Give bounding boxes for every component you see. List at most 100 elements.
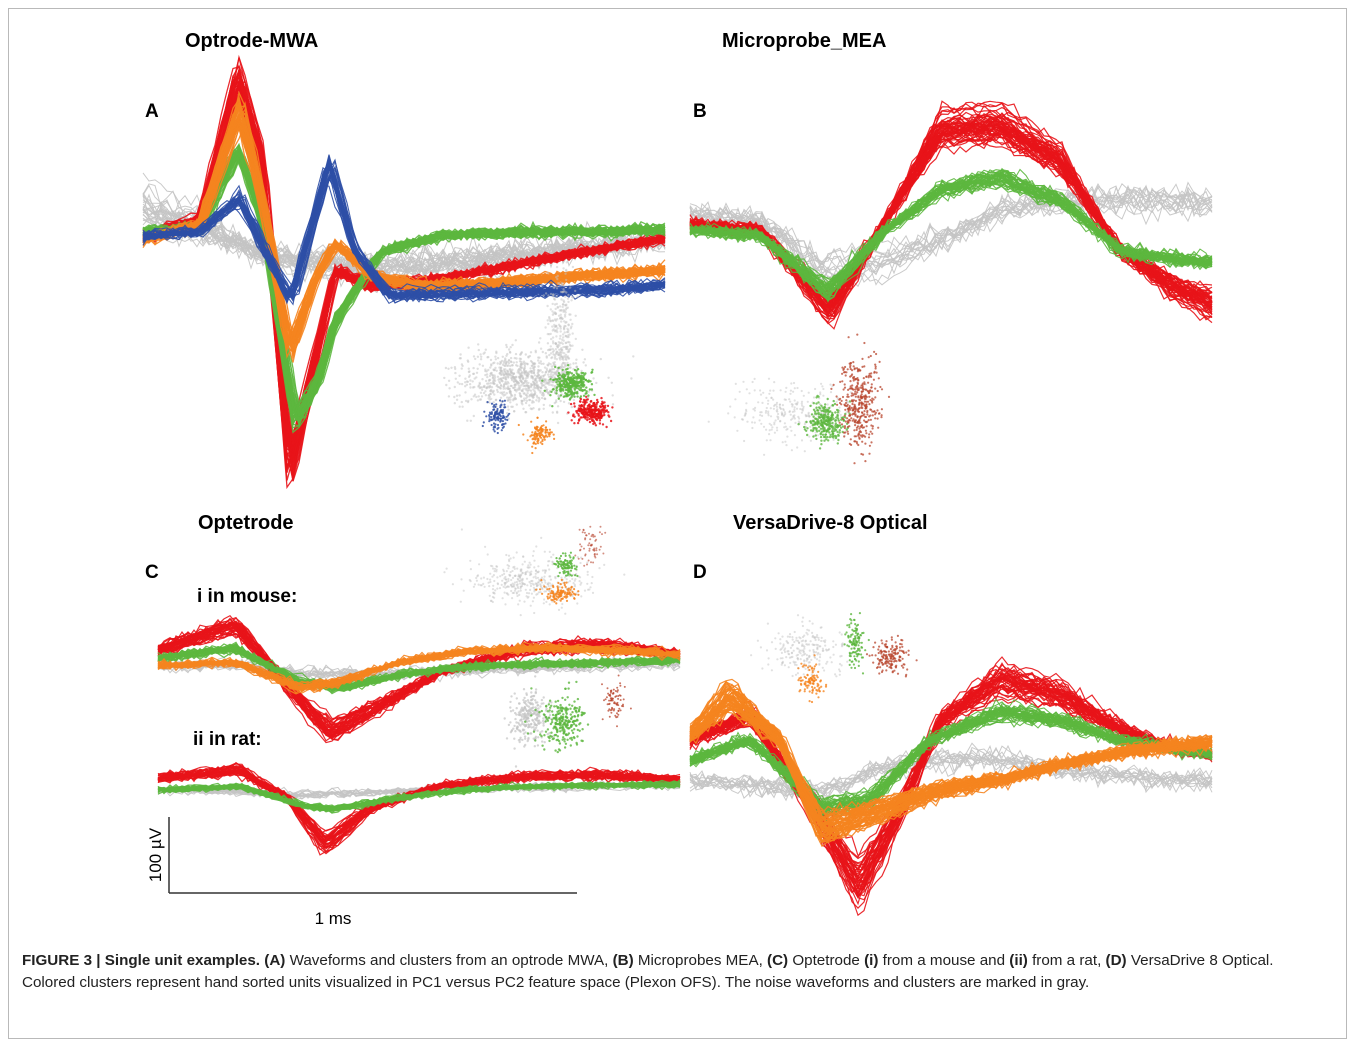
- green-cluster: [815, 396, 818, 399]
- gray-cluster: [530, 570, 533, 573]
- green-cluster: [546, 710, 549, 713]
- green-cluster: [534, 739, 537, 742]
- gray-cluster: [544, 386, 547, 389]
- green-cluster: [530, 714, 533, 717]
- red-cluster: [875, 352, 878, 356]
- orange-cluster: [534, 447, 537, 450]
- gray-cluster: [478, 363, 481, 366]
- gray-cluster: [784, 440, 787, 443]
- green-cluster: [551, 713, 555, 717]
- red-cluster: [582, 405, 585, 409]
- gray-cluster: [518, 392, 521, 395]
- green-cluster: [590, 388, 594, 391]
- red-cluster: [619, 709, 622, 712]
- red-cluster: [855, 428, 858, 431]
- red-cluster: [841, 418, 845, 421]
- red-cluster: [863, 419, 866, 422]
- gray-cluster: [504, 362, 508, 365]
- gray-cluster: [558, 309, 561, 312]
- green-cluster: [558, 381, 562, 384]
- gray-cluster: [563, 315, 567, 318]
- gray-cluster: [486, 375, 489, 379]
- red-cluster: [588, 549, 591, 552]
- red-waveform: [689, 676, 1213, 899]
- gray-cluster: [591, 591, 595, 595]
- blue-cluster: [498, 413, 501, 416]
- red-cluster: [849, 367, 852, 371]
- orange-cluster: [557, 581, 560, 585]
- gray-cluster: [511, 364, 514, 367]
- gray-cluster: [546, 564, 550, 567]
- gray-cluster: [542, 381, 546, 384]
- gray-cluster: [808, 435, 811, 438]
- orange-cluster: [517, 423, 520, 427]
- gray-cluster: [511, 405, 514, 408]
- green-cluster: [563, 721, 566, 724]
- green-cluster: [576, 376, 579, 379]
- gray-cluster: [495, 565, 498, 568]
- green-cluster: [830, 418, 833, 421]
- orange-cluster: [553, 437, 556, 440]
- gray-cluster: [544, 326, 547, 329]
- gray-cluster: [559, 313, 562, 316]
- green-cluster: [567, 681, 571, 684]
- gray-cluster: [797, 420, 800, 423]
- green-cluster: [805, 420, 808, 424]
- green-cluster: [567, 687, 570, 690]
- red-cluster: [872, 378, 876, 381]
- gray-cluster: [516, 371, 519, 374]
- gray-cluster: [569, 327, 573, 330]
- red-cluster: [865, 425, 868, 428]
- gray-cluster: [500, 379, 504, 382]
- gray-cluster: [464, 391, 467, 394]
- gray-cluster: [487, 368, 490, 372]
- red-cluster: [868, 395, 871, 398]
- gray-cluster: [587, 390, 590, 393]
- gray-cluster: [479, 398, 483, 401]
- blue-cluster: [494, 426, 497, 429]
- green-cluster: [823, 414, 826, 417]
- gray-cluster: [542, 362, 545, 365]
- gray-cluster: [743, 439, 746, 443]
- blue-waveform: [142, 175, 666, 297]
- blue-cluster: [490, 402, 494, 405]
- gray-cluster: [514, 765, 518, 768]
- gray-cluster: [560, 576, 563, 579]
- gray-cluster: [513, 692, 516, 695]
- green-cluster: [551, 710, 554, 713]
- green-waveform: [142, 152, 666, 412]
- gray-cluster: [554, 348, 557, 351]
- gray-cluster: [543, 373, 547, 376]
- gray-cluster: [549, 345, 552, 348]
- red-cluster: [607, 411, 610, 414]
- blue-cluster: [501, 412, 504, 415]
- gray-cluster: [505, 570, 508, 573]
- gray-cluster: [522, 688, 526, 691]
- green-cluster: [575, 568, 578, 571]
- gray-cluster: [545, 380, 548, 383]
- green-cluster: [834, 436, 838, 440]
- orange-cluster: [539, 588, 542, 591]
- green-cluster: [564, 564, 568, 567]
- red-cluster: [593, 401, 596, 405]
- gray-cluster: [561, 357, 564, 361]
- gray-cluster: [559, 358, 562, 361]
- gray-cluster: [526, 584, 529, 587]
- red-cluster: [618, 707, 621, 710]
- gray-cluster: [500, 373, 503, 376]
- gray-cluster: [563, 310, 566, 313]
- gray-cluster: [524, 724, 528, 728]
- gray-cluster: [707, 420, 710, 423]
- gray-cluster: [539, 369, 542, 372]
- gray-waveform: [689, 742, 1213, 802]
- gray-cluster: [768, 429, 771, 432]
- red-cluster: [869, 418, 873, 421]
- gray-cluster: [542, 393, 545, 396]
- green-cluster: [559, 563, 562, 566]
- orange-cluster: [562, 589, 565, 592]
- gray-cluster: [773, 421, 776, 424]
- gray-cluster: [492, 369, 496, 372]
- gray-cluster: [528, 574, 532, 577]
- gray-cluster: [792, 390, 795, 393]
- green-cluster: [575, 565, 578, 569]
